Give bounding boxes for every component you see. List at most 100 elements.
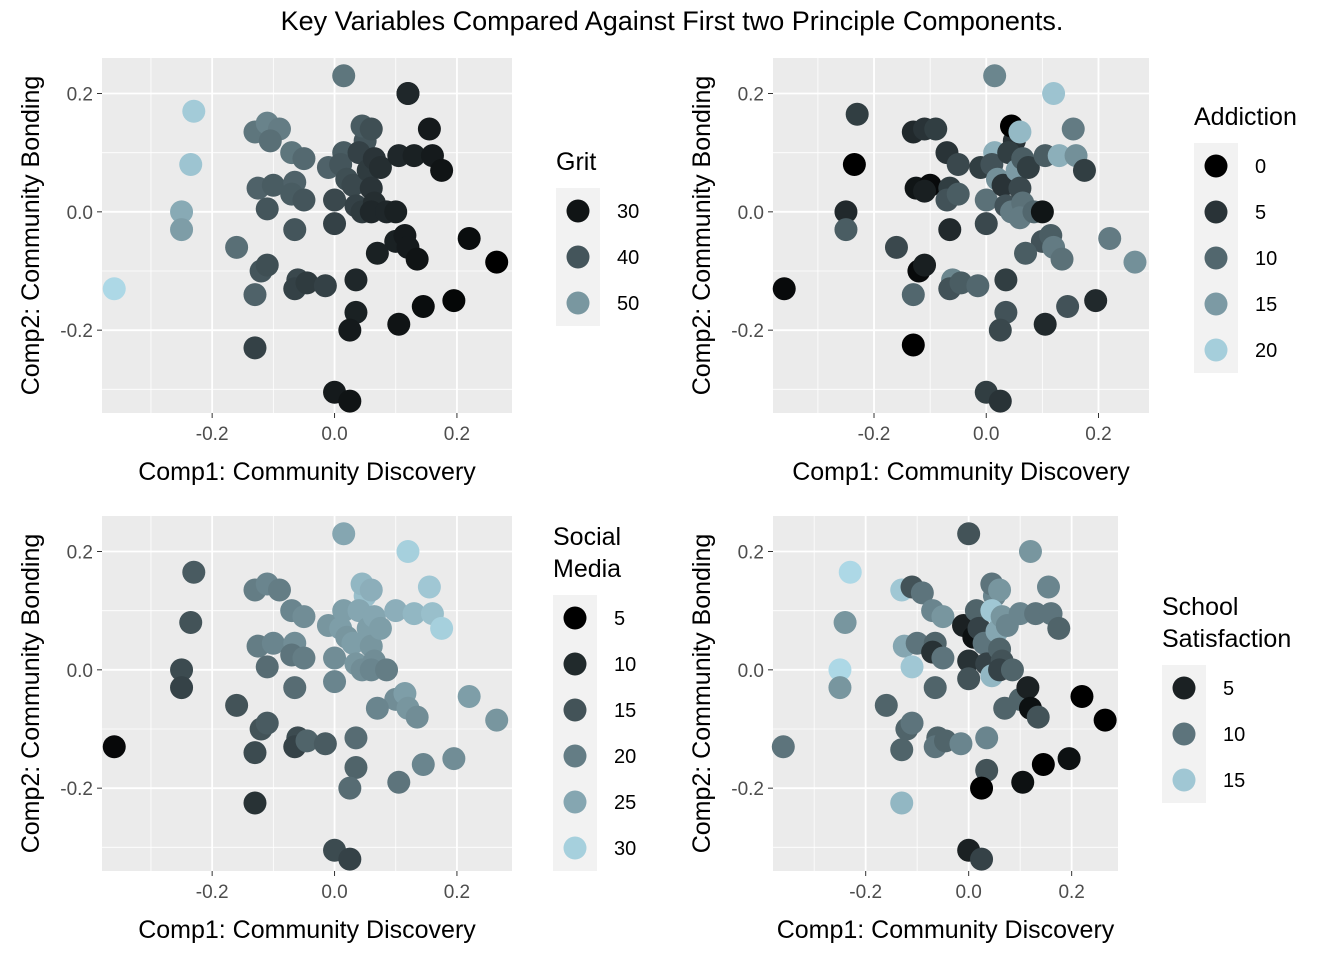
legend-label: 50: [617, 293, 639, 315]
data-point: [834, 200, 858, 224]
legend-label: 40: [617, 247, 639, 269]
data-point: [368, 616, 392, 640]
data-point: [341, 173, 365, 197]
data-point: [772, 277, 796, 301]
legend-label: 20: [614, 746, 636, 768]
data-point: [344, 726, 368, 750]
data-point: [396, 82, 420, 105]
legend-key: [563, 790, 587, 814]
legend-key: [566, 199, 590, 223]
data-point: [994, 300, 1018, 324]
legend-label: 5: [614, 608, 625, 630]
data-point: [430, 158, 454, 182]
data-point: [102, 735, 126, 759]
data-point: [838, 560, 862, 584]
data-point: [332, 64, 356, 88]
data-point: [338, 776, 362, 800]
data-point: [323, 670, 347, 694]
data-point: [842, 153, 866, 176]
data-point: [365, 696, 389, 720]
data-point: [313, 732, 337, 756]
panel-1: -0.2 0.0 0.2 -0.2 0.0 0.2 Comp1: Community Dis…: [17, 58, 639, 486]
data-point: [946, 153, 970, 176]
data-point: [170, 200, 194, 224]
data-point: [1123, 250, 1147, 274]
x-tick-label: 0.0: [321, 424, 347, 445]
legend-label: 0: [1255, 156, 1266, 178]
data-point: [255, 197, 279, 221]
legend-label: 15: [1255, 294, 1277, 316]
data-point: [170, 218, 194, 242]
data-point: [828, 658, 852, 682]
data-point: [258, 129, 282, 153]
legend-label: 15: [614, 700, 636, 722]
data-point: [913, 253, 937, 277]
data-point: [974, 188, 998, 212]
data-point: [295, 271, 319, 295]
data-point: [1057, 747, 1081, 771]
legend-key: [563, 652, 587, 676]
data-point: [974, 212, 998, 236]
figure-title: Key Variables Compared Against First two…: [280, 6, 1064, 36]
data-point: [323, 646, 347, 670]
legend-key-background: [553, 595, 597, 871]
legend-title: Media: [553, 555, 621, 583]
data-point: [1093, 708, 1117, 732]
x-tick-label: 0.2: [444, 882, 470, 903]
data-point: [170, 676, 194, 700]
panel-3: -0.2 0.0 0.2 -0.2 0.0 0.2 Comp1: Community Dis…: [17, 516, 636, 944]
data-point: [994, 268, 1018, 292]
legend: School Satisfaction 5 10 15: [1162, 593, 1291, 803]
data-point: [1026, 705, 1050, 729]
data-point: [243, 791, 267, 815]
y-tick-label: 0.2: [67, 543, 93, 564]
data-point: [341, 631, 365, 655]
data-point: [1030, 200, 1054, 224]
legend-key: [563, 606, 587, 630]
legend: Social Media 5 10 15 20 25 30: [553, 523, 636, 871]
data-point: [313, 274, 337, 298]
data-point: [402, 602, 426, 626]
data-point: [1070, 684, 1094, 708]
legend-key: [1172, 722, 1196, 746]
data-point: [913, 179, 937, 203]
data-point: [988, 318, 1012, 342]
x-axis-title: Comp1: Community Discovery: [138, 916, 476, 944]
y-tick-label: 0.2: [67, 85, 93, 106]
data-point: [396, 540, 420, 563]
legend-label: 30: [617, 201, 639, 223]
data-point: [1047, 616, 1071, 640]
legend-key: [1204, 200, 1228, 224]
legend: Addiction 0 5 10 15 20: [1194, 103, 1297, 373]
data-point: [344, 268, 368, 292]
data-point: [387, 312, 411, 336]
data-point: [1018, 540, 1042, 563]
data-point: [255, 711, 279, 735]
x-axis-title: Comp1: Community Discovery: [777, 916, 1115, 944]
data-point: [225, 235, 249, 259]
legend-key: [566, 291, 590, 315]
x-tick-label: 0.2: [1085, 424, 1111, 445]
data-point: [1061, 117, 1085, 141]
data-point: [949, 732, 973, 756]
legend-key: [563, 698, 587, 722]
legend-key: [1204, 338, 1228, 362]
legend-label: 5: [1223, 678, 1234, 700]
data-point: [1072, 158, 1096, 182]
panel-4: -0.2 0.0 0.2 -0.2 0.0 0.2 Comp1: Community Dis…: [688, 516, 1291, 944]
legend-label: 10: [1223, 724, 1245, 746]
x-tick-label: 0.0: [955, 882, 981, 903]
data-point: [890, 738, 914, 762]
legend-key: [1172, 768, 1196, 792]
data-point: [923, 676, 947, 700]
data-point: [243, 283, 267, 307]
data-point: [1000, 658, 1024, 682]
data-point: [182, 99, 206, 123]
data-point: [292, 188, 316, 212]
data-point: [900, 711, 924, 735]
data-point: [946, 182, 970, 206]
data-point: [1016, 676, 1040, 700]
legend-title: Satisfaction: [1162, 625, 1291, 653]
data-point: [931, 646, 955, 670]
